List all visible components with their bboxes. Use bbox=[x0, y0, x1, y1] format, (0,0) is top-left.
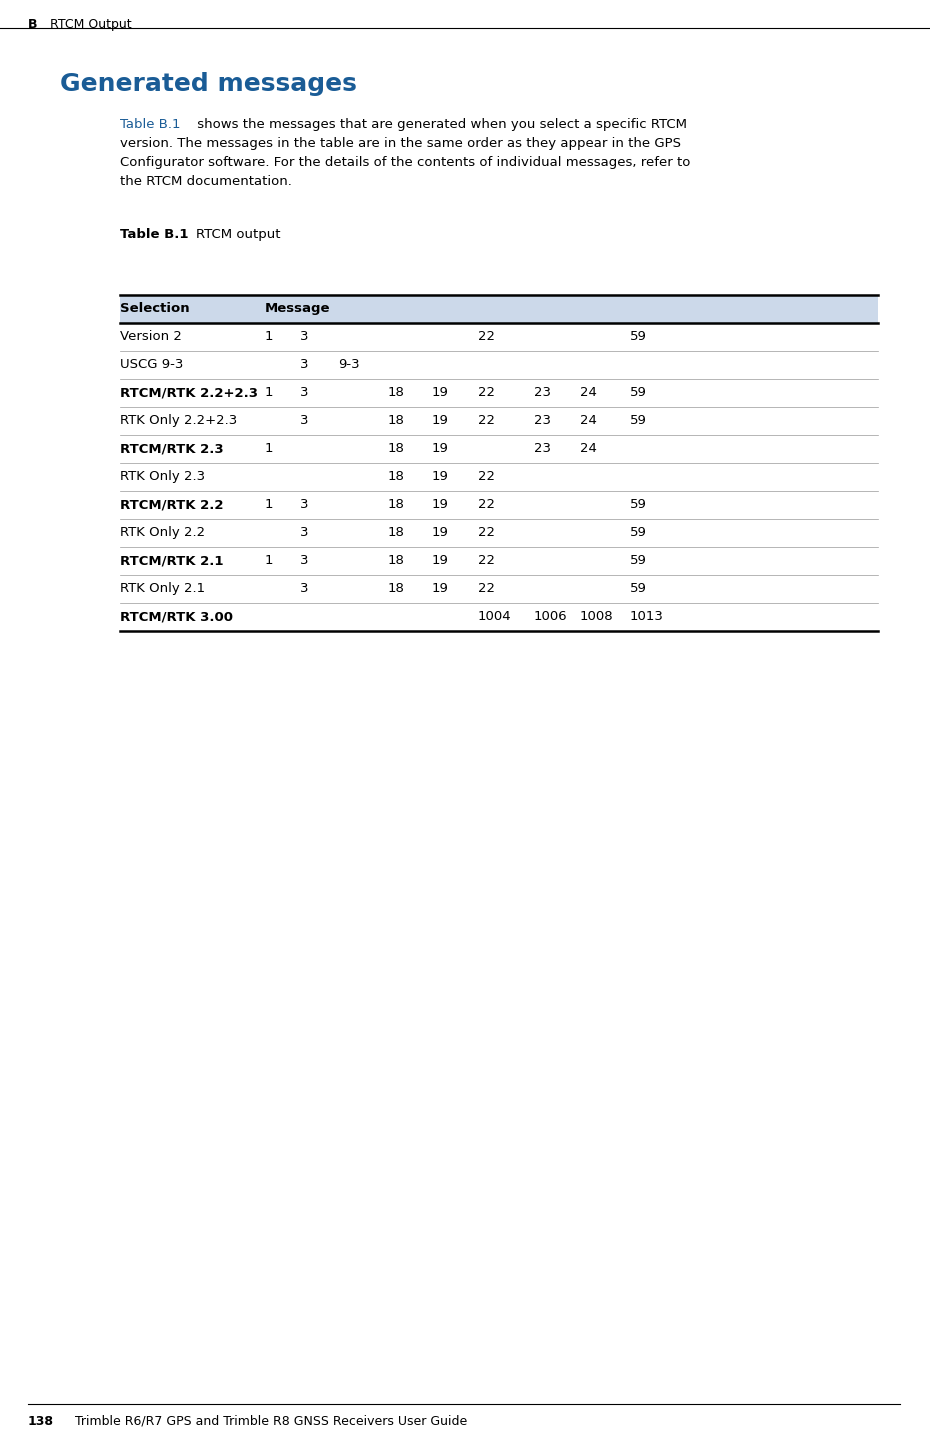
Text: shows the messages that are generated when you select a specific RTCM: shows the messages that are generated wh… bbox=[193, 119, 687, 132]
Text: 3: 3 bbox=[300, 386, 309, 399]
Text: 18: 18 bbox=[388, 442, 405, 455]
Text: 19: 19 bbox=[432, 553, 449, 568]
Text: 59: 59 bbox=[630, 582, 647, 595]
Text: 9-3: 9-3 bbox=[338, 358, 360, 370]
Text: Trimble R6/R7 GPS and Trimble R8 GNSS Receivers User Guide: Trimble R6/R7 GPS and Trimble R8 GNSS Re… bbox=[75, 1416, 467, 1429]
Text: 22: 22 bbox=[478, 330, 495, 343]
Text: version. The messages in the table are in the same order as they appear in the G: version. The messages in the table are i… bbox=[120, 137, 681, 150]
Text: 1006: 1006 bbox=[534, 611, 567, 623]
Text: 19: 19 bbox=[432, 498, 449, 511]
Text: 22: 22 bbox=[478, 415, 495, 428]
Text: 18: 18 bbox=[388, 386, 405, 399]
Text: 19: 19 bbox=[432, 442, 449, 455]
Text: 1: 1 bbox=[265, 442, 273, 455]
Text: 1: 1 bbox=[265, 498, 273, 511]
Text: 24: 24 bbox=[580, 415, 597, 428]
Text: 18: 18 bbox=[388, 553, 405, 568]
Text: Selection: Selection bbox=[120, 302, 190, 315]
Text: RTCM output: RTCM output bbox=[196, 227, 281, 242]
Text: 59: 59 bbox=[630, 415, 647, 428]
Text: RTK Only 2.3: RTK Only 2.3 bbox=[120, 470, 206, 483]
Text: 59: 59 bbox=[630, 386, 647, 399]
Text: 1008: 1008 bbox=[580, 611, 614, 623]
Text: RTCM Output: RTCM Output bbox=[50, 19, 132, 31]
Text: 19: 19 bbox=[432, 386, 449, 399]
Text: USCG 9-3: USCG 9-3 bbox=[120, 358, 183, 370]
Text: 18: 18 bbox=[388, 470, 405, 483]
Text: 22: 22 bbox=[478, 470, 495, 483]
Text: Table B.1: Table B.1 bbox=[120, 227, 189, 242]
Text: 59: 59 bbox=[630, 553, 647, 568]
Text: RTCM/RTK 2.1: RTCM/RTK 2.1 bbox=[120, 553, 223, 568]
Text: 22: 22 bbox=[478, 498, 495, 511]
Text: 24: 24 bbox=[580, 386, 597, 399]
Text: Configurator software. For the details of the contents of individual messages, r: Configurator software. For the details o… bbox=[120, 156, 690, 169]
Text: 1004: 1004 bbox=[478, 611, 512, 623]
Text: B: B bbox=[28, 19, 37, 31]
Text: 1013: 1013 bbox=[630, 611, 664, 623]
Text: RTK Only 2.2+2.3: RTK Only 2.2+2.3 bbox=[120, 415, 237, 428]
Text: 1: 1 bbox=[265, 330, 273, 343]
Text: 3: 3 bbox=[300, 330, 309, 343]
Text: Message: Message bbox=[265, 302, 330, 315]
Text: 1: 1 bbox=[265, 386, 273, 399]
Text: the RTCM documentation.: the RTCM documentation. bbox=[120, 174, 292, 187]
Bar bbox=[120, 295, 878, 323]
Text: 22: 22 bbox=[478, 386, 495, 399]
Text: 3: 3 bbox=[300, 498, 309, 511]
Text: 22: 22 bbox=[478, 553, 495, 568]
Text: 3: 3 bbox=[300, 582, 309, 595]
Text: 1: 1 bbox=[265, 553, 273, 568]
Text: 19: 19 bbox=[432, 526, 449, 539]
Text: 138: 138 bbox=[28, 1416, 54, 1429]
Text: 19: 19 bbox=[432, 415, 449, 428]
Text: 23: 23 bbox=[534, 442, 551, 455]
Text: 24: 24 bbox=[580, 442, 597, 455]
Text: Version 2: Version 2 bbox=[120, 330, 182, 343]
Text: 18: 18 bbox=[388, 582, 405, 595]
Text: RTCM/RTK 3.00: RTCM/RTK 3.00 bbox=[120, 611, 233, 623]
Text: Generated messages: Generated messages bbox=[60, 72, 357, 96]
Text: 18: 18 bbox=[388, 498, 405, 511]
Text: RTK Only 2.1: RTK Only 2.1 bbox=[120, 582, 206, 595]
Text: 59: 59 bbox=[630, 330, 647, 343]
Text: 22: 22 bbox=[478, 526, 495, 539]
Text: 18: 18 bbox=[388, 526, 405, 539]
Text: 19: 19 bbox=[432, 582, 449, 595]
Text: 3: 3 bbox=[300, 358, 309, 370]
Text: 59: 59 bbox=[630, 498, 647, 511]
Text: Table B.1: Table B.1 bbox=[120, 119, 180, 132]
Text: 3: 3 bbox=[300, 526, 309, 539]
Text: 19: 19 bbox=[432, 470, 449, 483]
Text: 59: 59 bbox=[630, 526, 647, 539]
Text: RTCM/RTK 2.2: RTCM/RTK 2.2 bbox=[120, 498, 223, 511]
Text: 23: 23 bbox=[534, 415, 551, 428]
Text: RTCM/RTK 2.2+2.3: RTCM/RTK 2.2+2.3 bbox=[120, 386, 258, 399]
Text: 3: 3 bbox=[300, 415, 309, 428]
Text: 23: 23 bbox=[534, 386, 551, 399]
Text: 18: 18 bbox=[388, 415, 405, 428]
Text: 22: 22 bbox=[478, 582, 495, 595]
Text: 3: 3 bbox=[300, 553, 309, 568]
Text: RTK Only 2.2: RTK Only 2.2 bbox=[120, 526, 206, 539]
Text: RTCM/RTK 2.3: RTCM/RTK 2.3 bbox=[120, 442, 223, 455]
